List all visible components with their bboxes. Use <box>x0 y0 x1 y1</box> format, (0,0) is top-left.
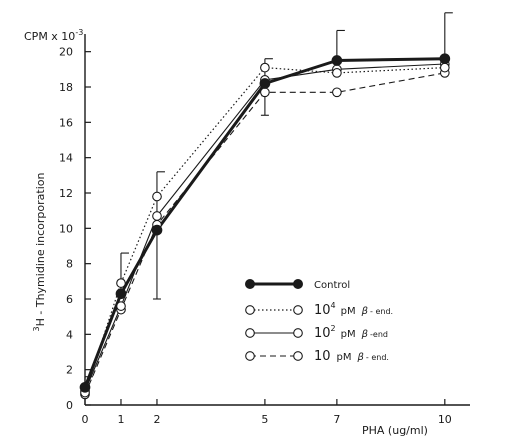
y-unit-label: CPM x 10-3 <box>24 28 83 43</box>
y-unit-exponent: -3 <box>75 28 83 37</box>
point-control-x1 <box>115 288 127 300</box>
point-end_1e4-x2 <box>152 191 162 202</box>
y-tick-label-2: 2 <box>66 364 73 377</box>
y-tick-label-4: 4 <box>66 328 73 341</box>
series-line-end_1e2 <box>84 63 445 392</box>
legend-marker-end-1e4-right <box>293 305 303 315</box>
y-title-superscript: 3 <box>32 326 41 331</box>
legend-marker-end-1e2-left <box>245 328 255 338</box>
x-axis-title: PHA (ug/ml) <box>362 424 428 437</box>
legend-marker-end-1e4-left <box>245 305 255 315</box>
legend-marker-end-1e2-right <box>293 328 303 338</box>
legend: Control 104pM β - end. 102pM β -end 10 pM β - e… <box>245 279 393 364</box>
point-end_1e4-x10 <box>439 62 450 73</box>
legend-item-end-1e4: 104pM β - end. <box>245 301 393 318</box>
legend-item-control: Control <box>245 279 350 291</box>
x-tick-label-10: 10 <box>438 413 452 426</box>
y-tick-label-6: 6 <box>66 293 73 306</box>
x-tick-label-7: 7 <box>333 413 340 426</box>
point-end_10-x5 <box>260 87 270 98</box>
point-control-x5 <box>259 78 271 89</box>
x-tick-label-1: 1 <box>117 413 124 426</box>
legend-label-control: Control <box>314 280 350 291</box>
legend-label-end-10: 10 pM β - end. <box>314 349 389 364</box>
legend-item-end-10: 10 pM β - end. <box>245 349 389 364</box>
point-end_1e4-x7 <box>332 68 342 78</box>
legend-item-end-1e2: 102pM β -end <box>245 324 388 341</box>
y-tick-label-16: 16 <box>59 116 73 129</box>
series-lines-layer <box>83 57 445 395</box>
legend-label-end-1e4: 104pM β - end. <box>314 301 393 318</box>
legend-marker-end-10-right <box>293 351 303 361</box>
series-line-end_10 <box>84 72 445 395</box>
legend-marker-end-10-left <box>245 351 255 361</box>
y-tick-label-12: 12 <box>59 187 73 200</box>
y-tick-label-0: 0 <box>66 399 73 412</box>
point-end_1e4-x5 <box>260 62 270 73</box>
point-control-x2 <box>151 224 163 236</box>
markers-layer <box>79 53 451 400</box>
legend-label-end-1e2: 102pM β -end <box>314 324 388 341</box>
point-end_1e4-x1 <box>116 278 126 288</box>
point-control-x0 <box>79 381 91 393</box>
point-end_1e2-x2 <box>152 211 162 221</box>
y-tick-label-10: 10 <box>59 222 73 235</box>
legend-marker-control-right <box>293 279 303 289</box>
point-end_10-x7 <box>332 87 342 98</box>
y-tick-label-14: 14 <box>59 152 73 165</box>
y-tick-label-18: 18 <box>59 81 73 94</box>
x-tick-label-0: 0 <box>82 413 89 426</box>
y-axis-title: 3H - Thymidine incorporation <box>32 172 47 331</box>
point-end_1e2-x1 <box>116 301 126 311</box>
x-tick-label-2: 2 <box>153 413 160 426</box>
series-line-end_1e4 <box>84 66 445 393</box>
y-tick-label-8: 8 <box>66 258 73 271</box>
point-control-x7 <box>331 55 343 66</box>
series-line-control <box>83 57 445 388</box>
point-control-x10 <box>439 53 451 65</box>
x-tick-label-5: 5 <box>261 413 268 426</box>
y-tick-label-20: 20 <box>59 46 73 59</box>
legend-marker-control-left <box>245 279 255 289</box>
